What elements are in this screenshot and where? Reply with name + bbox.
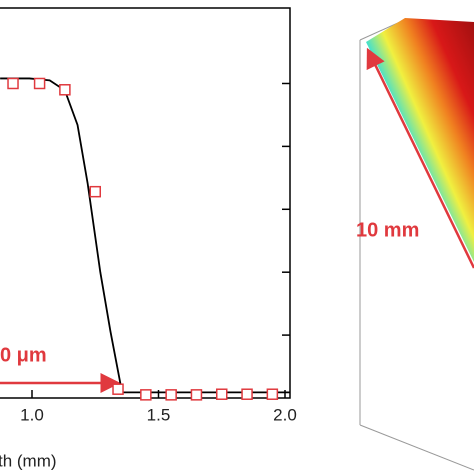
marker xyxy=(140,389,152,401)
marker xyxy=(165,389,177,401)
wireframe xyxy=(359,21,401,41)
marker xyxy=(190,389,203,401)
marker xyxy=(33,77,46,90)
marker xyxy=(7,77,19,90)
x-tick-label: 1.0 xyxy=(20,405,44,424)
x-axis-label: th (mm) xyxy=(0,451,57,470)
marker xyxy=(59,84,71,96)
plot: th (mm) 0 μm 1.0 1.5 2.0 xyxy=(0,7,297,470)
scale-arrow xyxy=(366,47,474,269)
marker xyxy=(266,388,279,400)
marker xyxy=(112,383,124,395)
scale-label: 10 mm xyxy=(356,219,419,241)
plot-frame xyxy=(0,7,291,399)
annotation: 0 μm xyxy=(0,344,47,366)
marker xyxy=(216,388,228,400)
marker xyxy=(89,185,101,198)
surface-image: 10 mm xyxy=(356,18,474,471)
x-tick-label: 1.5 xyxy=(147,405,171,424)
surface xyxy=(366,18,474,262)
x-tick-label: 2.0 xyxy=(273,405,297,424)
marker xyxy=(241,388,253,400)
wireframe xyxy=(359,424,474,471)
